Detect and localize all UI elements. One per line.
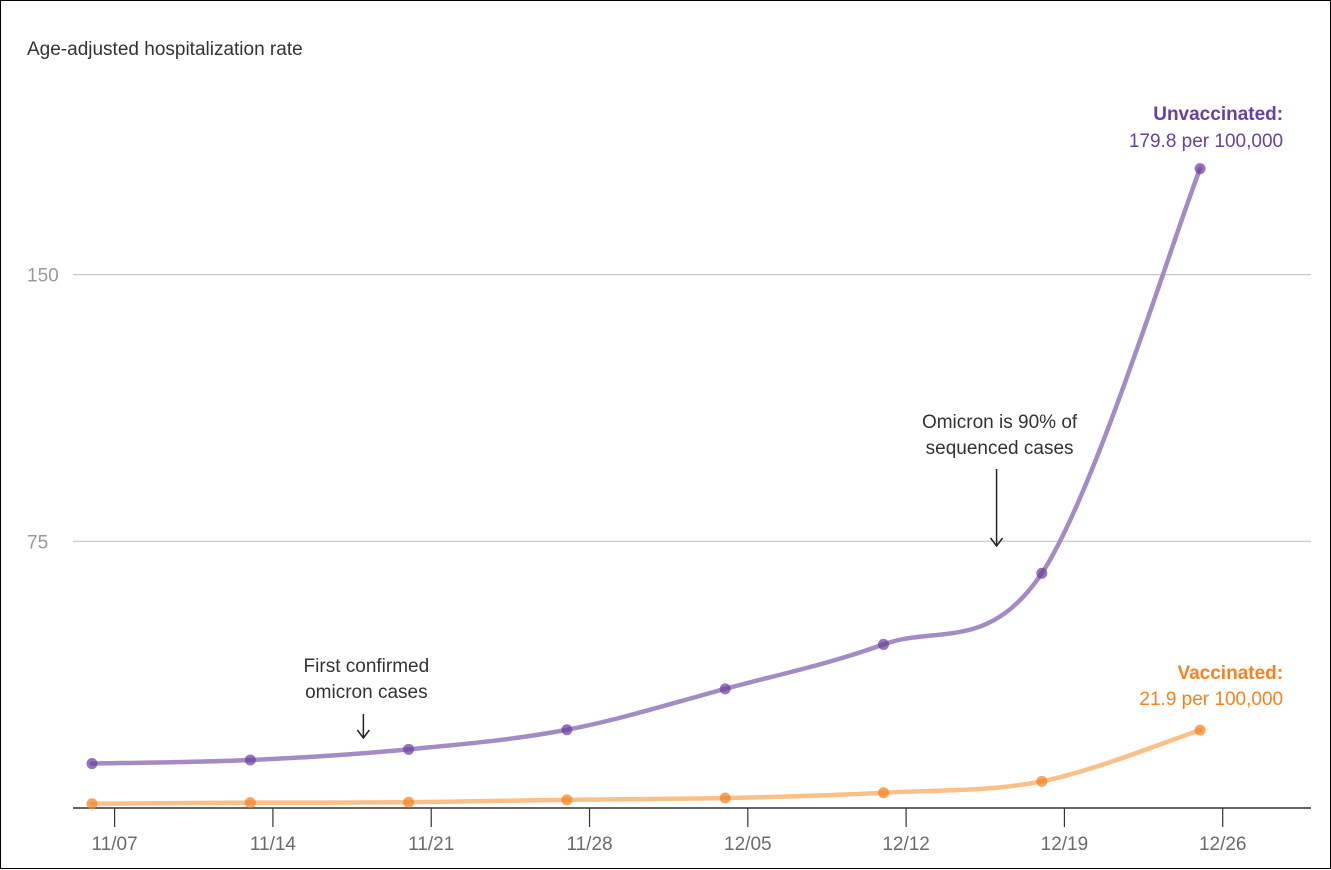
unvaccinated-label-name: Unvaccinated: — [1153, 104, 1283, 125]
x-tick-label: 12/26 — [1199, 834, 1247, 855]
vaccinated-data-point — [86, 798, 98, 810]
annotation-arrow-head — [989, 537, 1004, 548]
vaccinated-label-name: Vaccinated: — [1177, 663, 1283, 684]
unvaccinated-data-point — [244, 754, 256, 766]
vaccinated-data-point — [403, 796, 415, 808]
unvaccinated-data-point — [403, 743, 415, 755]
vaccinated-series-line — [89, 727, 1203, 806]
x-tick-label: 11/28 — [566, 834, 612, 855]
unvaccinated-data-point — [1194, 163, 1206, 175]
annotation-text: Omicron is 90% of — [922, 412, 1078, 433]
vaccinated-data-point — [878, 787, 889, 799]
annotation-text: omicron cases — [305, 682, 428, 703]
vaccinated-data-point — [244, 797, 256, 809]
vaccinated-data-point — [1036, 775, 1048, 787]
unvaccinated-data-point — [719, 683, 731, 695]
unvaccinated-label-value: 179.8 per 100,000 — [1129, 131, 1283, 152]
annotation-text: First confirmed — [304, 656, 430, 677]
x-tick-label: 12/19 — [1041, 834, 1089, 855]
unvaccinated-data-point — [86, 758, 98, 770]
vaccinated-label-value: 21.9 per 100,000 — [1139, 689, 1283, 710]
y-tick-label: 150 — [27, 266, 59, 287]
y-axis-title: Age-adjusted hospitalization rate — [27, 39, 303, 60]
vaccinated-data-point — [561, 794, 573, 806]
x-tick-label: 11/21 — [408, 834, 454, 855]
unvaccinated-data-point — [561, 724, 573, 736]
unvaccinated-series-line — [89, 166, 1203, 766]
x-tick-label: 12/05 — [724, 834, 772, 855]
annotation-text: sequenced cases — [926, 438, 1074, 459]
unvaccinated-data-point — [878, 638, 889, 650]
annotation-arrow-head — [356, 729, 370, 740]
x-tick-label: 11/14 — [250, 834, 297, 855]
x-tick-label: 11/07 — [92, 834, 138, 855]
vaccinated-data-point — [1194, 724, 1206, 736]
x-tick-label: 12/12 — [882, 834, 930, 855]
unvaccinated-data-point — [1036, 567, 1048, 579]
vaccinated-data-point — [719, 792, 731, 804]
y-tick-label: 75 — [27, 532, 48, 553]
